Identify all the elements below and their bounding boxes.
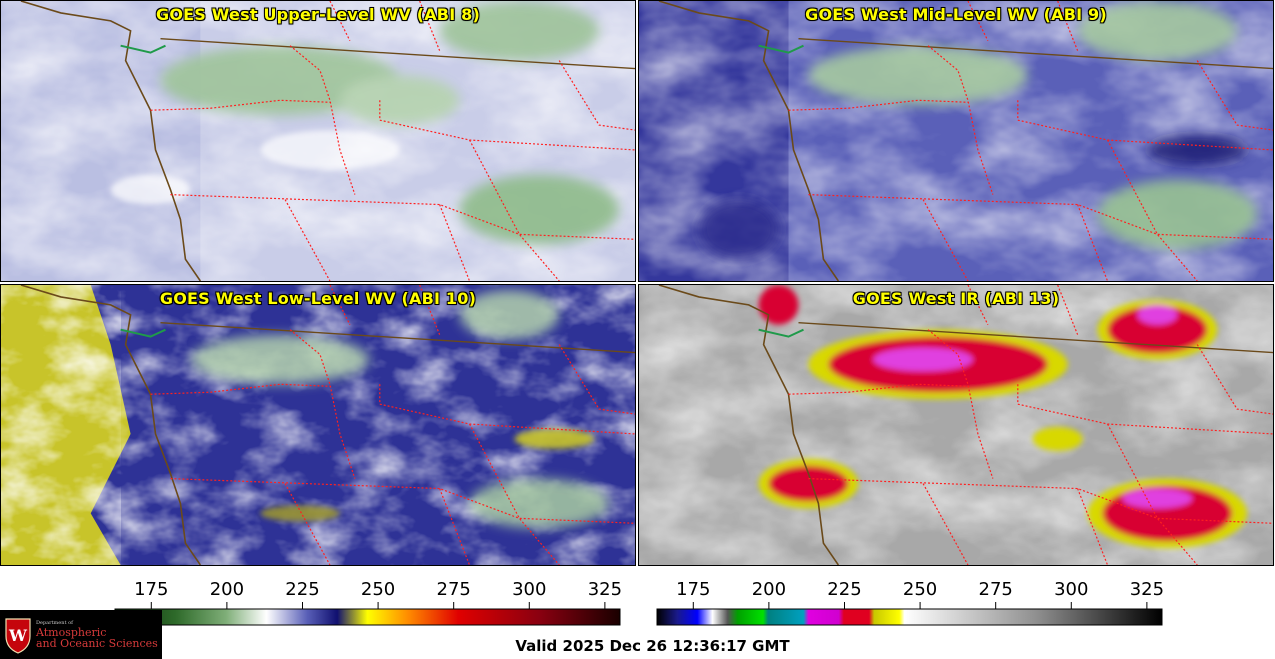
- colorbar-tick-label: 325: [588, 579, 622, 600]
- uw-crest-icon: W: [5, 617, 31, 654]
- colorbar-tick-label: 300: [512, 579, 546, 600]
- mid-level-wv-imagery: [639, 1, 1273, 281]
- panel-title: GOES West Mid-Level WV (ABI 9): [805, 5, 1107, 24]
- ir-imagery: [639, 285, 1273, 565]
- upper-level-wv-panel: GOES West Upper-Level WV (ABI 8): [0, 0, 636, 282]
- wv-colorbar: 175 200 225 250 275 300 325: [100, 566, 630, 628]
- ir-panel: GOES West IR (ABI 13): [638, 284, 1274, 566]
- low-level-wv-imagery: [1, 285, 635, 565]
- ir-colorbar-ticks: 175 200 225 250 275 300 325: [676, 579, 1164, 609]
- svg-text:W: W: [8, 626, 28, 645]
- low-level-wv-panel: GOES West Low-Level WV (ABI 10): [0, 284, 636, 566]
- wv-colorbar-ticks: 175 200 225 250 275 300 325: [134, 579, 622, 609]
- colorbar-tick-label: 225: [285, 579, 319, 600]
- upper-level-wv-imagery: [1, 1, 635, 281]
- ir-colorbar-strip: [656, 608, 1163, 626]
- logo-dept-line: Department of: [36, 620, 73, 626]
- ir-colorbar: 175 200 225 250 275 300 325: [645, 566, 1175, 628]
- colorbar-tick-label: 175: [134, 579, 168, 600]
- panel-title: GOES West IR (ABI 13): [852, 289, 1060, 308]
- colorbar-tick-label: 300: [1054, 579, 1088, 600]
- panel-title: GOES West Low-Level WV (ABI 10): [159, 289, 477, 308]
- colorbar-tick-label: 225: [827, 579, 861, 600]
- logo-line-1: Atmospheric: [36, 626, 107, 639]
- valid-time-label: Valid 2025 Dec 26 12:36:17 GMT: [515, 637, 790, 655]
- panel-title: GOES West Upper-Level WV (ABI 8): [156, 5, 480, 24]
- colorbar-tick-label: 200: [752, 579, 786, 600]
- colorbar-tick-label: 250: [903, 579, 937, 600]
- wv-colorbar-strip: [114, 608, 621, 626]
- colorbar-tick-label: 325: [1130, 579, 1164, 600]
- colorbar-tick-label: 175: [676, 579, 710, 600]
- mid-level-wv-panel: GOES West Mid-Level WV (ABI 9): [638, 0, 1274, 282]
- logo-line-2: and Oceanic Sciences: [36, 637, 158, 650]
- colorbar-tick-label: 250: [361, 579, 395, 600]
- colorbar-tick-label: 275: [979, 579, 1013, 600]
- aos-logo: W Department of Atmospheric and Oceanic …: [0, 610, 162, 659]
- colorbar-tick-label: 200: [210, 579, 244, 600]
- colorbar-tick-label: 275: [437, 579, 471, 600]
